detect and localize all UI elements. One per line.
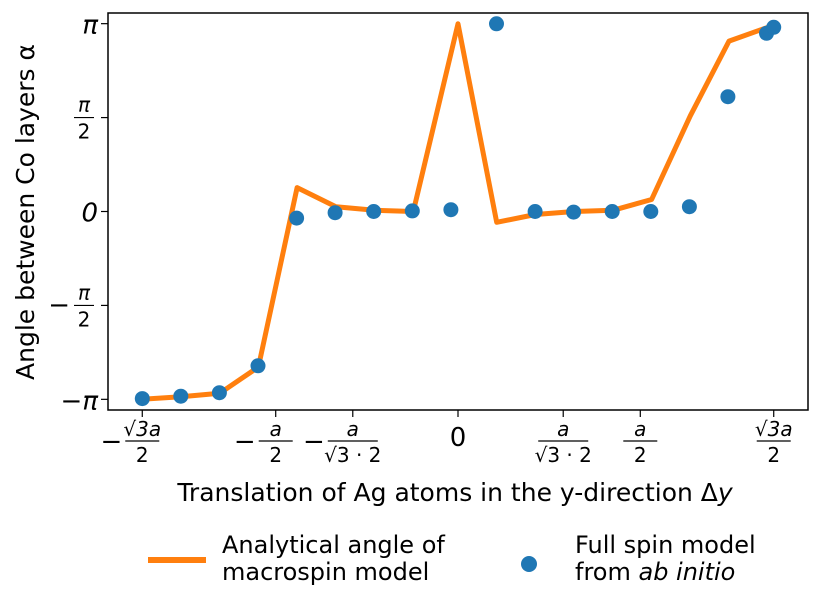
y-tick-numerator: π xyxy=(78,93,91,117)
data-point-ab-initio xyxy=(604,204,620,219)
y-tick-label: − π 2 xyxy=(48,280,94,331)
data-point-ab-initio xyxy=(527,204,543,219)
data-point-ab-initio xyxy=(489,16,504,32)
x-tick-label: 0 xyxy=(450,423,467,453)
data-point-ab-initio xyxy=(250,358,266,374)
x-tick-label: − a√3 · 2 xyxy=(303,417,381,467)
x-tick-numerator: √3a xyxy=(755,417,793,441)
data-point-ab-initio xyxy=(643,204,659,219)
x-tick-sign: − xyxy=(303,427,325,457)
x-tick-label: √3a2 xyxy=(755,417,793,467)
data-point-ab-initio xyxy=(327,205,343,221)
x-tick-denominator: 2 xyxy=(269,443,282,467)
x-tick-denominator: 2 xyxy=(634,443,647,467)
legend-label-analytical: Analytical angle of macrospin model xyxy=(222,531,452,586)
y-tick-label: 0 xyxy=(81,199,98,229)
x-tick-numerator: √3a xyxy=(123,417,161,441)
data-point-ab-initio xyxy=(134,391,150,407)
y-tick-label: π2 xyxy=(74,93,94,144)
data-point-ab-initio xyxy=(681,199,697,215)
x-tick-numerator: a xyxy=(347,417,359,441)
data-point-ab-initio xyxy=(766,19,782,35)
data-point-ab-initio xyxy=(173,388,189,404)
x-tick-denominator: √3 · 2 xyxy=(535,443,592,467)
series-layer xyxy=(134,16,782,407)
y-axis-title: Angle between Co layers α xyxy=(11,44,40,380)
x-tick-label: a2 xyxy=(623,417,658,467)
legend-marker-swatch xyxy=(521,556,537,572)
x-tick-sign: − xyxy=(234,427,256,457)
y-tick-denominator: 2 xyxy=(78,307,91,331)
x-tick-numerator: a xyxy=(557,417,569,441)
data-point-ab-initio xyxy=(566,204,582,220)
data-point-ab-initio xyxy=(404,203,420,219)
y-tick-label: π xyxy=(82,11,98,41)
data-point-ab-initio xyxy=(720,89,736,105)
x-tick-denominator: 2 xyxy=(767,443,780,467)
y-tick-denominator: 2 xyxy=(78,120,91,144)
x-tick-label: a√3 · 2 xyxy=(535,417,592,467)
legend: Analytical angle of macrospin model Full… xyxy=(148,531,763,586)
data-point-ab-initio xyxy=(211,385,227,401)
data-point-ab-initio xyxy=(289,210,305,226)
x-tick-sign: − xyxy=(100,427,122,457)
x-tick-label: − a2 xyxy=(234,417,293,467)
x-axis-title: Translation of Ag atoms in the y-directi… xyxy=(176,478,734,507)
series-line-analytical xyxy=(139,21,778,402)
x-tick-denominator: √3 · 2 xyxy=(324,443,381,467)
y-tick-label: −π xyxy=(61,386,99,416)
x-tick-label: − √3a2 xyxy=(100,417,161,467)
y-tick-numerator: π xyxy=(78,280,91,304)
y-tick-sign: − xyxy=(48,290,70,320)
x-tick-denominator: 2 xyxy=(136,443,149,467)
legend-label-ab-initio: Full spin model from ab initio xyxy=(575,531,763,586)
x-tick-numerator: a xyxy=(270,417,282,441)
x-tick-numerator: a xyxy=(634,417,646,441)
data-point-ab-initio xyxy=(443,202,459,218)
data-point-ab-initio xyxy=(366,204,382,219)
